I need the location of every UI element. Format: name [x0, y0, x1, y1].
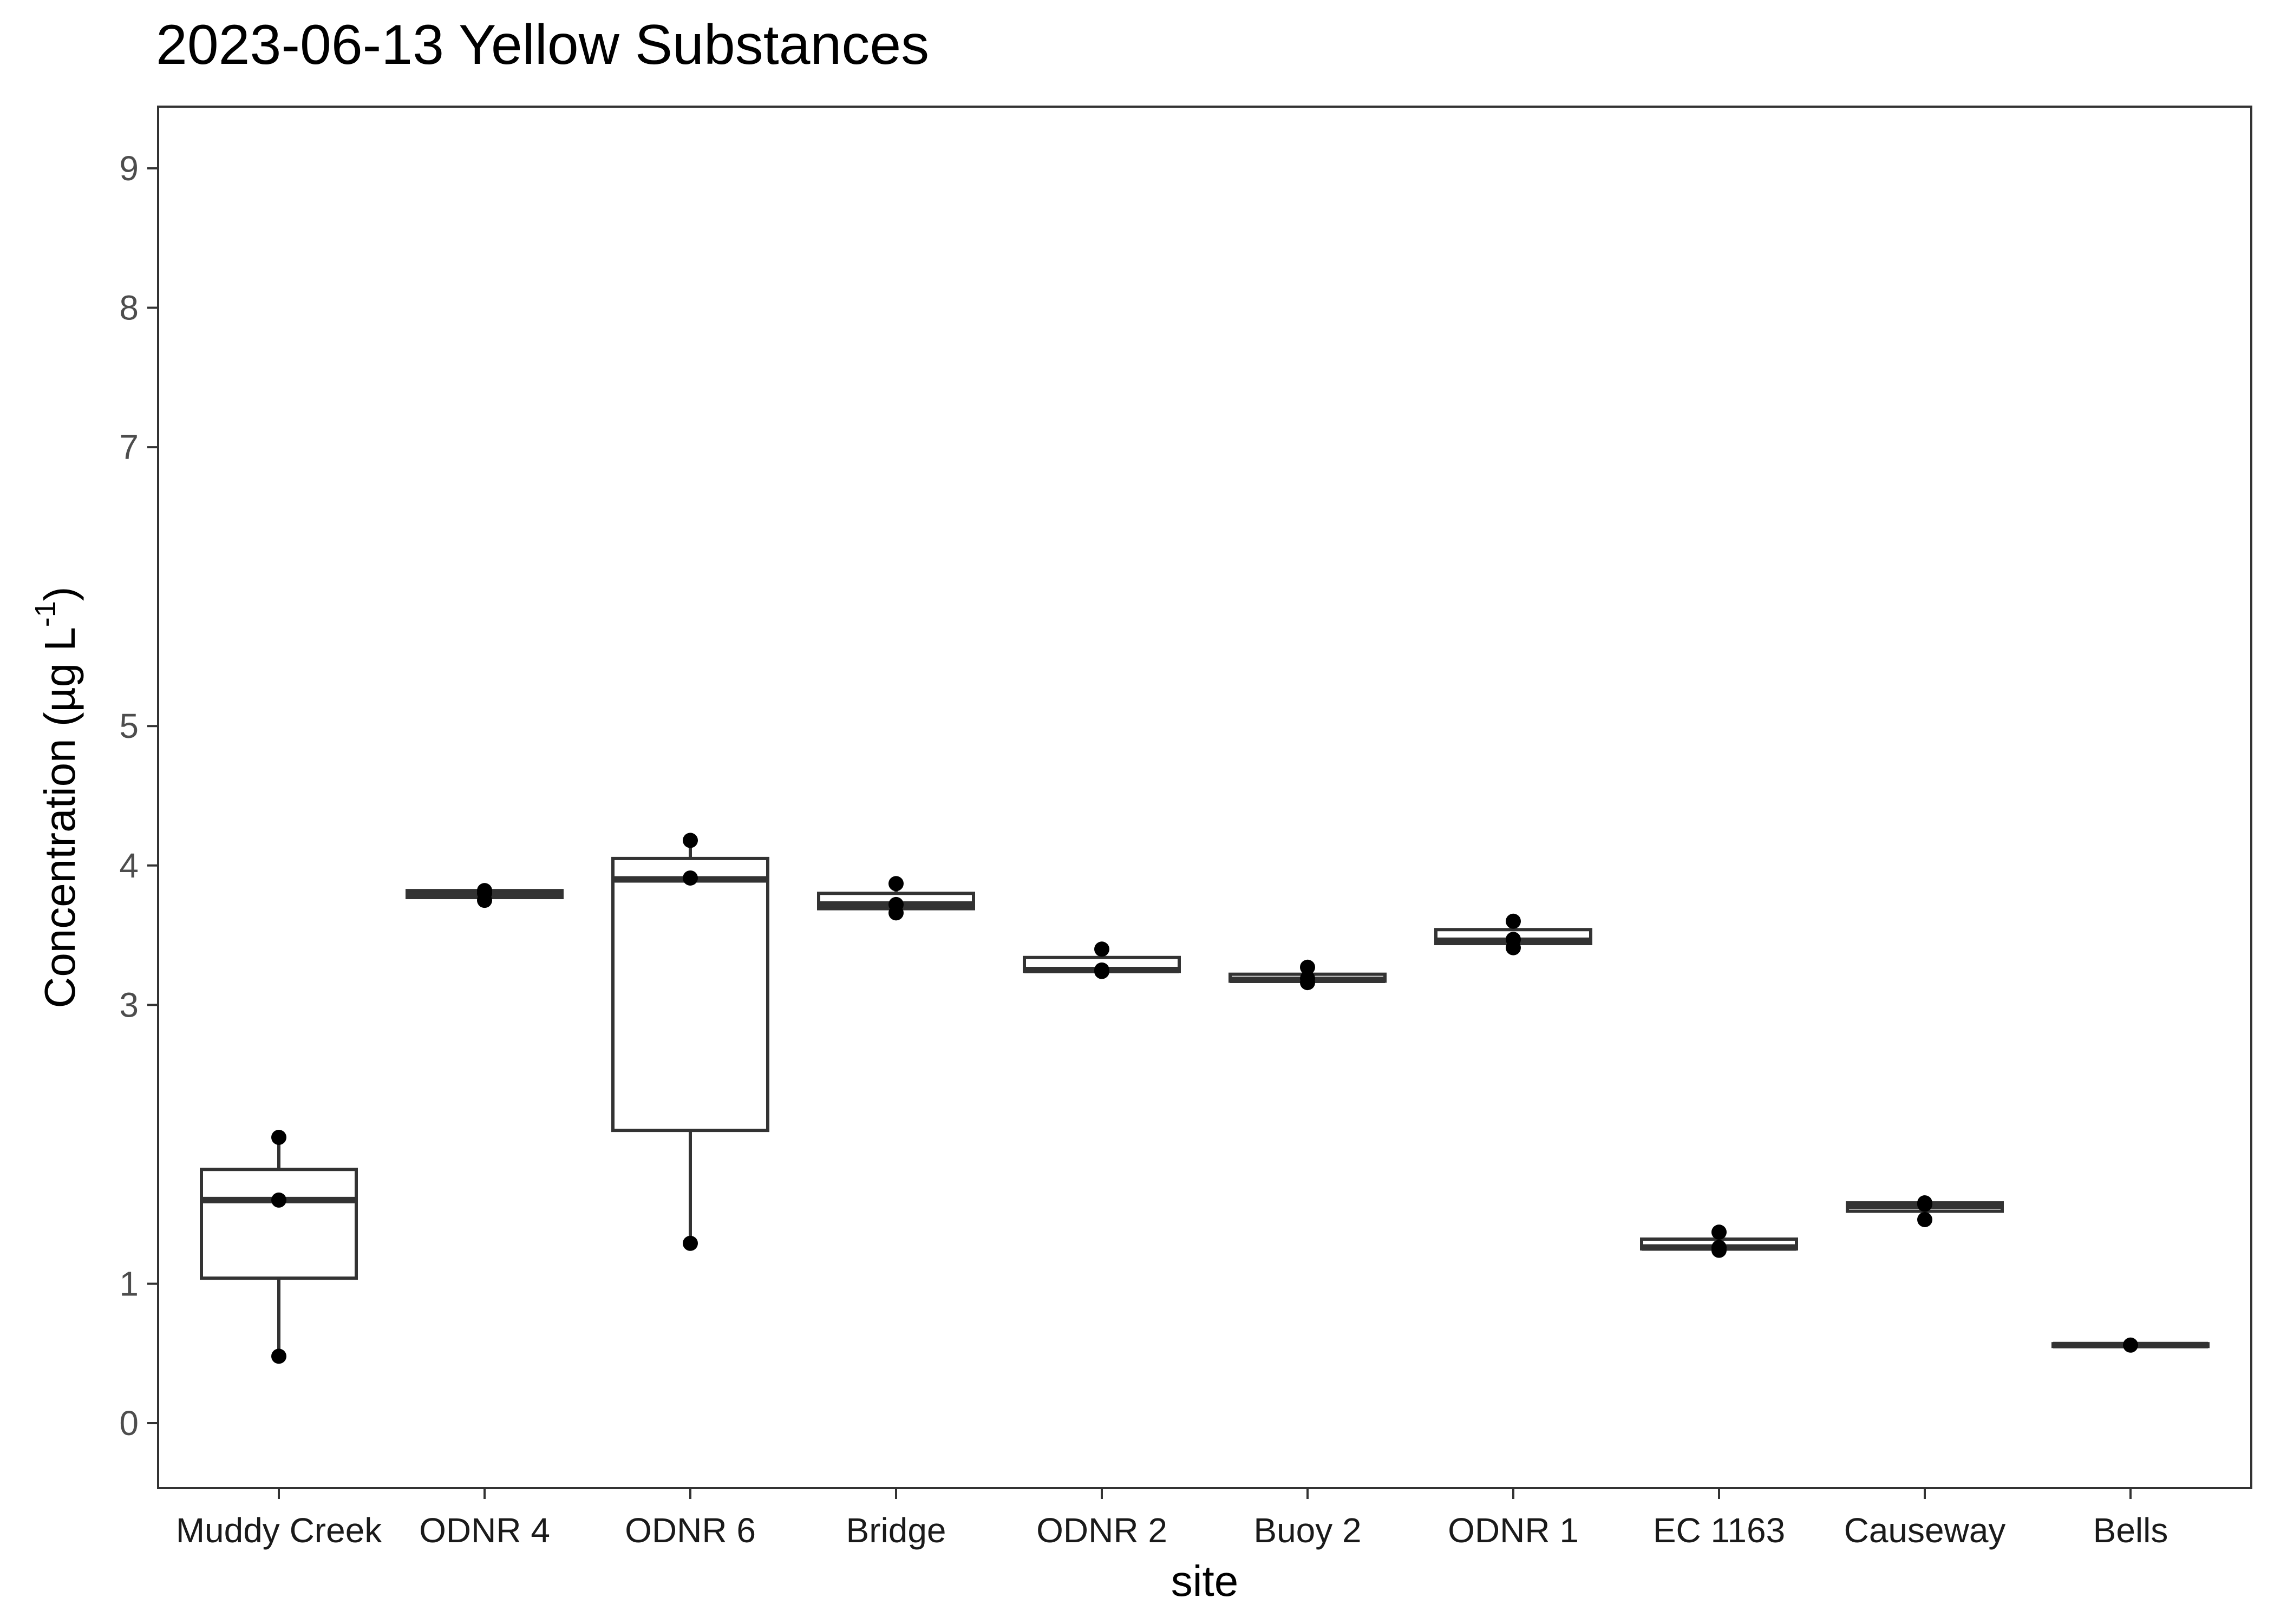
- data-point: [1917, 1212, 1932, 1227]
- data-point: [271, 1130, 286, 1145]
- y-axis-title-superscript: -1: [29, 601, 62, 627]
- y-tick-label: 7: [119, 428, 139, 467]
- box-iqr: [200, 1168, 358, 1280]
- y-axis-title: Concentration (µg L-1): [29, 587, 84, 1009]
- box-iqr: [611, 856, 769, 1132]
- box-group: [1846, 1195, 2004, 1227]
- data-point: [2123, 1337, 2138, 1353]
- data-point: [683, 1235, 698, 1251]
- data-point: [1094, 941, 1109, 957]
- panel-border: [157, 106, 2252, 1489]
- y-axis: 0 1 3 4 5 7 8 9: [119, 149, 158, 1443]
- data-point: [271, 1192, 286, 1208]
- data-point: [1300, 971, 1315, 986]
- x-tick-label: ODNR 2: [1036, 1511, 1167, 1550]
- x-tick-label: Buoy 2: [1253, 1511, 1361, 1550]
- x-tick-label: EC 1163: [1653, 1511, 1785, 1550]
- box-group: [1640, 1224, 1798, 1258]
- data-point: [1094, 962, 1109, 978]
- y-axis-title-main: Concentration (µg L: [36, 627, 84, 1008]
- y-tick-label: 9: [119, 149, 139, 188]
- y-tick-label: 0: [119, 1404, 139, 1443]
- x-tick-label: Causeway: [1844, 1511, 2006, 1550]
- x-tick-label: ODNR 1: [1448, 1511, 1579, 1550]
- x-tick-label: Bridge: [846, 1511, 946, 1550]
- y-axis-title-close: ): [36, 587, 84, 601]
- data-point: [683, 870, 698, 886]
- y-tick-label: 1: [119, 1264, 139, 1303]
- box-group: [406, 883, 564, 908]
- y-tick-label: 8: [119, 289, 139, 328]
- x-tick-label: Bells: [2093, 1511, 2168, 1550]
- box-group: [817, 876, 975, 921]
- data-point: [1300, 959, 1315, 975]
- data-point: [1506, 913, 1521, 929]
- x-tick-label: Muddy Creek: [176, 1511, 383, 1550]
- data-point: [888, 876, 904, 892]
- data-point: [683, 833, 698, 848]
- data-point: [1711, 1240, 1727, 1255]
- y-tick-label: 3: [119, 985, 139, 1024]
- x-tick-label: ODNR 6: [625, 1511, 756, 1550]
- chart-title: 2023-06-13 Yellow Substances: [156, 14, 929, 76]
- box-group: [611, 833, 769, 1251]
- box-group: [200, 1130, 358, 1364]
- data-point: [477, 883, 492, 899]
- x-axis: Muddy Creek ODNR 4 ODNR 6 Bridge ODNR 2 Buoy …: [176, 1488, 2168, 1550]
- plot-layer: [200, 833, 2210, 1364]
- data-point: [888, 896, 904, 912]
- data-point: [271, 1348, 286, 1364]
- data-point: [1711, 1224, 1727, 1240]
- box-group: [2051, 1337, 2210, 1353]
- data-point: [1506, 932, 1521, 947]
- box-group: [1023, 941, 1181, 979]
- y-tick-label: 5: [119, 706, 139, 745]
- box-group: [1229, 959, 1387, 991]
- x-axis-title: site: [1171, 1557, 1239, 1605]
- box-group: [1434, 913, 1592, 955]
- y-tick-label: 4: [119, 846, 139, 885]
- x-tick-label: ODNR 4: [419, 1511, 550, 1550]
- data-point: [1917, 1195, 1932, 1211]
